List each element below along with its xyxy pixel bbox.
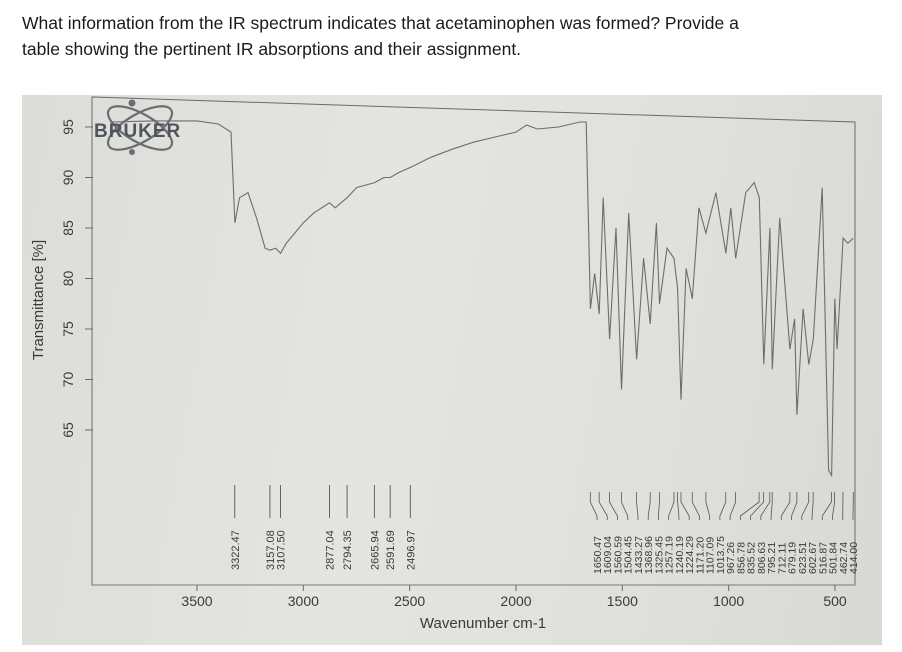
y-axis: 95 90 85 80 75 70 65: [60, 119, 93, 438]
peak-marker: [609, 492, 618, 520]
y-tick-label: 95: [60, 119, 76, 135]
peak-label: 2496.97: [405, 530, 417, 570]
x-tick-label: 3000: [288, 593, 319, 609]
atom-electron-icon: [128, 99, 136, 107]
peak-label: 516.87: [817, 542, 829, 574]
x-tick-label: 2000: [500, 593, 531, 609]
spectrum-trace: [111, 120, 854, 478]
question-line-1: What information from the IR spectrum in…: [22, 13, 739, 33]
peak-marker: [801, 492, 810, 520]
y-tick-label: 90: [60, 170, 76, 186]
peak-label: 462.74: [838, 542, 850, 574]
peak-label: 3157.08: [265, 530, 277, 570]
peak-marker: [589, 492, 598, 520]
peak-label: 1650.47: [592, 536, 604, 574]
peak-label: 501.84: [828, 542, 840, 574]
peak-marker: [636, 492, 639, 520]
peak-marker: [668, 492, 675, 520]
peak-marker: [620, 492, 629, 520]
peak-label: 2877.04: [324, 530, 336, 570]
peak-label: 1013.75: [715, 536, 727, 574]
peak-label: 3107.50: [275, 530, 287, 570]
peak-label: 712.11: [776, 543, 788, 574]
peak-marker: [791, 492, 798, 520]
peak-label: 414.00: [848, 542, 860, 574]
peak-label: 856.78: [735, 542, 747, 574]
peak-marker: [821, 492, 832, 520]
y-tick-label: 75: [60, 321, 76, 337]
peak-label: 2794.35: [342, 530, 354, 570]
plot-frame: [91, 96, 856, 586]
peak-label: 623.51: [797, 542, 809, 574]
question-line-2: table showing the pertinent IR absorptio…: [22, 39, 522, 59]
spectrum-photo: [22, 95, 882, 645]
peak-label: 1257.19: [664, 536, 676, 574]
bruker-logo-text: BRUKER: [94, 121, 181, 142]
peak-marker: [770, 492, 773, 520]
x-tick-label: 2500: [394, 593, 425, 609]
x-tick-label: 1500: [607, 593, 638, 609]
peak-label: 1504.45: [623, 536, 635, 574]
y-tick-label: 85: [60, 220, 76, 236]
peak-label: 806.63: [756, 542, 768, 574]
question-text: What information from the IR spectrum in…: [22, 10, 882, 62]
peak-label: 1368.96: [643, 536, 655, 574]
y-tick-label: 65: [60, 422, 76, 438]
x-axis: 3500 3000 2500 2000 1500 1000 500: [181, 585, 847, 609]
peak-label: 1171.20: [694, 537, 706, 574]
peak-label: 1240.19: [674, 536, 686, 574]
peak-marker: [680, 492, 690, 520]
peak-marker: [658, 492, 660, 520]
peak-label: 1433.27: [633, 536, 645, 574]
peak-marker: [691, 492, 700, 520]
peak-label: 602.67: [807, 542, 819, 574]
peak-label: 1224.29: [684, 536, 696, 574]
peak-marker: [677, 492, 680, 520]
peak-marker: [647, 492, 651, 520]
x-tick-label: 500: [823, 593, 847, 609]
peak-label: 1560.59: [612, 536, 624, 574]
peak-marker: [705, 492, 711, 520]
peak-marker: [760, 492, 771, 520]
peak-label: 2591.69: [385, 530, 397, 570]
peak-label: 3322.47: [230, 530, 242, 570]
peak-label: 1107.09: [705, 537, 717, 574]
y-tick-label: 80: [60, 271, 76, 287]
y-axis-label: Transmittance [%]: [30, 240, 47, 360]
y-tick-label: 70: [60, 372, 76, 388]
peak-label: 679.19: [787, 542, 799, 574]
x-axis-label: Wavenumber cm-1: [420, 615, 546, 632]
peak-marker: [739, 492, 760, 520]
bruker-logo: BRUKER: [94, 99, 181, 155]
peak-marker: [811, 492, 814, 520]
peak-label: 795.21: [766, 542, 778, 574]
peak-marker: [729, 492, 737, 520]
peak-marker: [598, 492, 608, 520]
peak-label: 835.52: [746, 542, 758, 574]
peak-label: 967.26: [725, 542, 737, 574]
peak-marker: [832, 492, 836, 520]
peak-marker: [780, 492, 791, 520]
peak-label: 1609.04: [602, 536, 614, 574]
x-tick-label: 3500: [181, 593, 212, 609]
peak-marker: [750, 492, 765, 520]
peak-label: 1325.45: [653, 536, 665, 574]
x-tick-label: 1000: [713, 593, 744, 609]
peak-marker: [719, 492, 727, 520]
peak-label: 2665.94: [369, 530, 381, 570]
